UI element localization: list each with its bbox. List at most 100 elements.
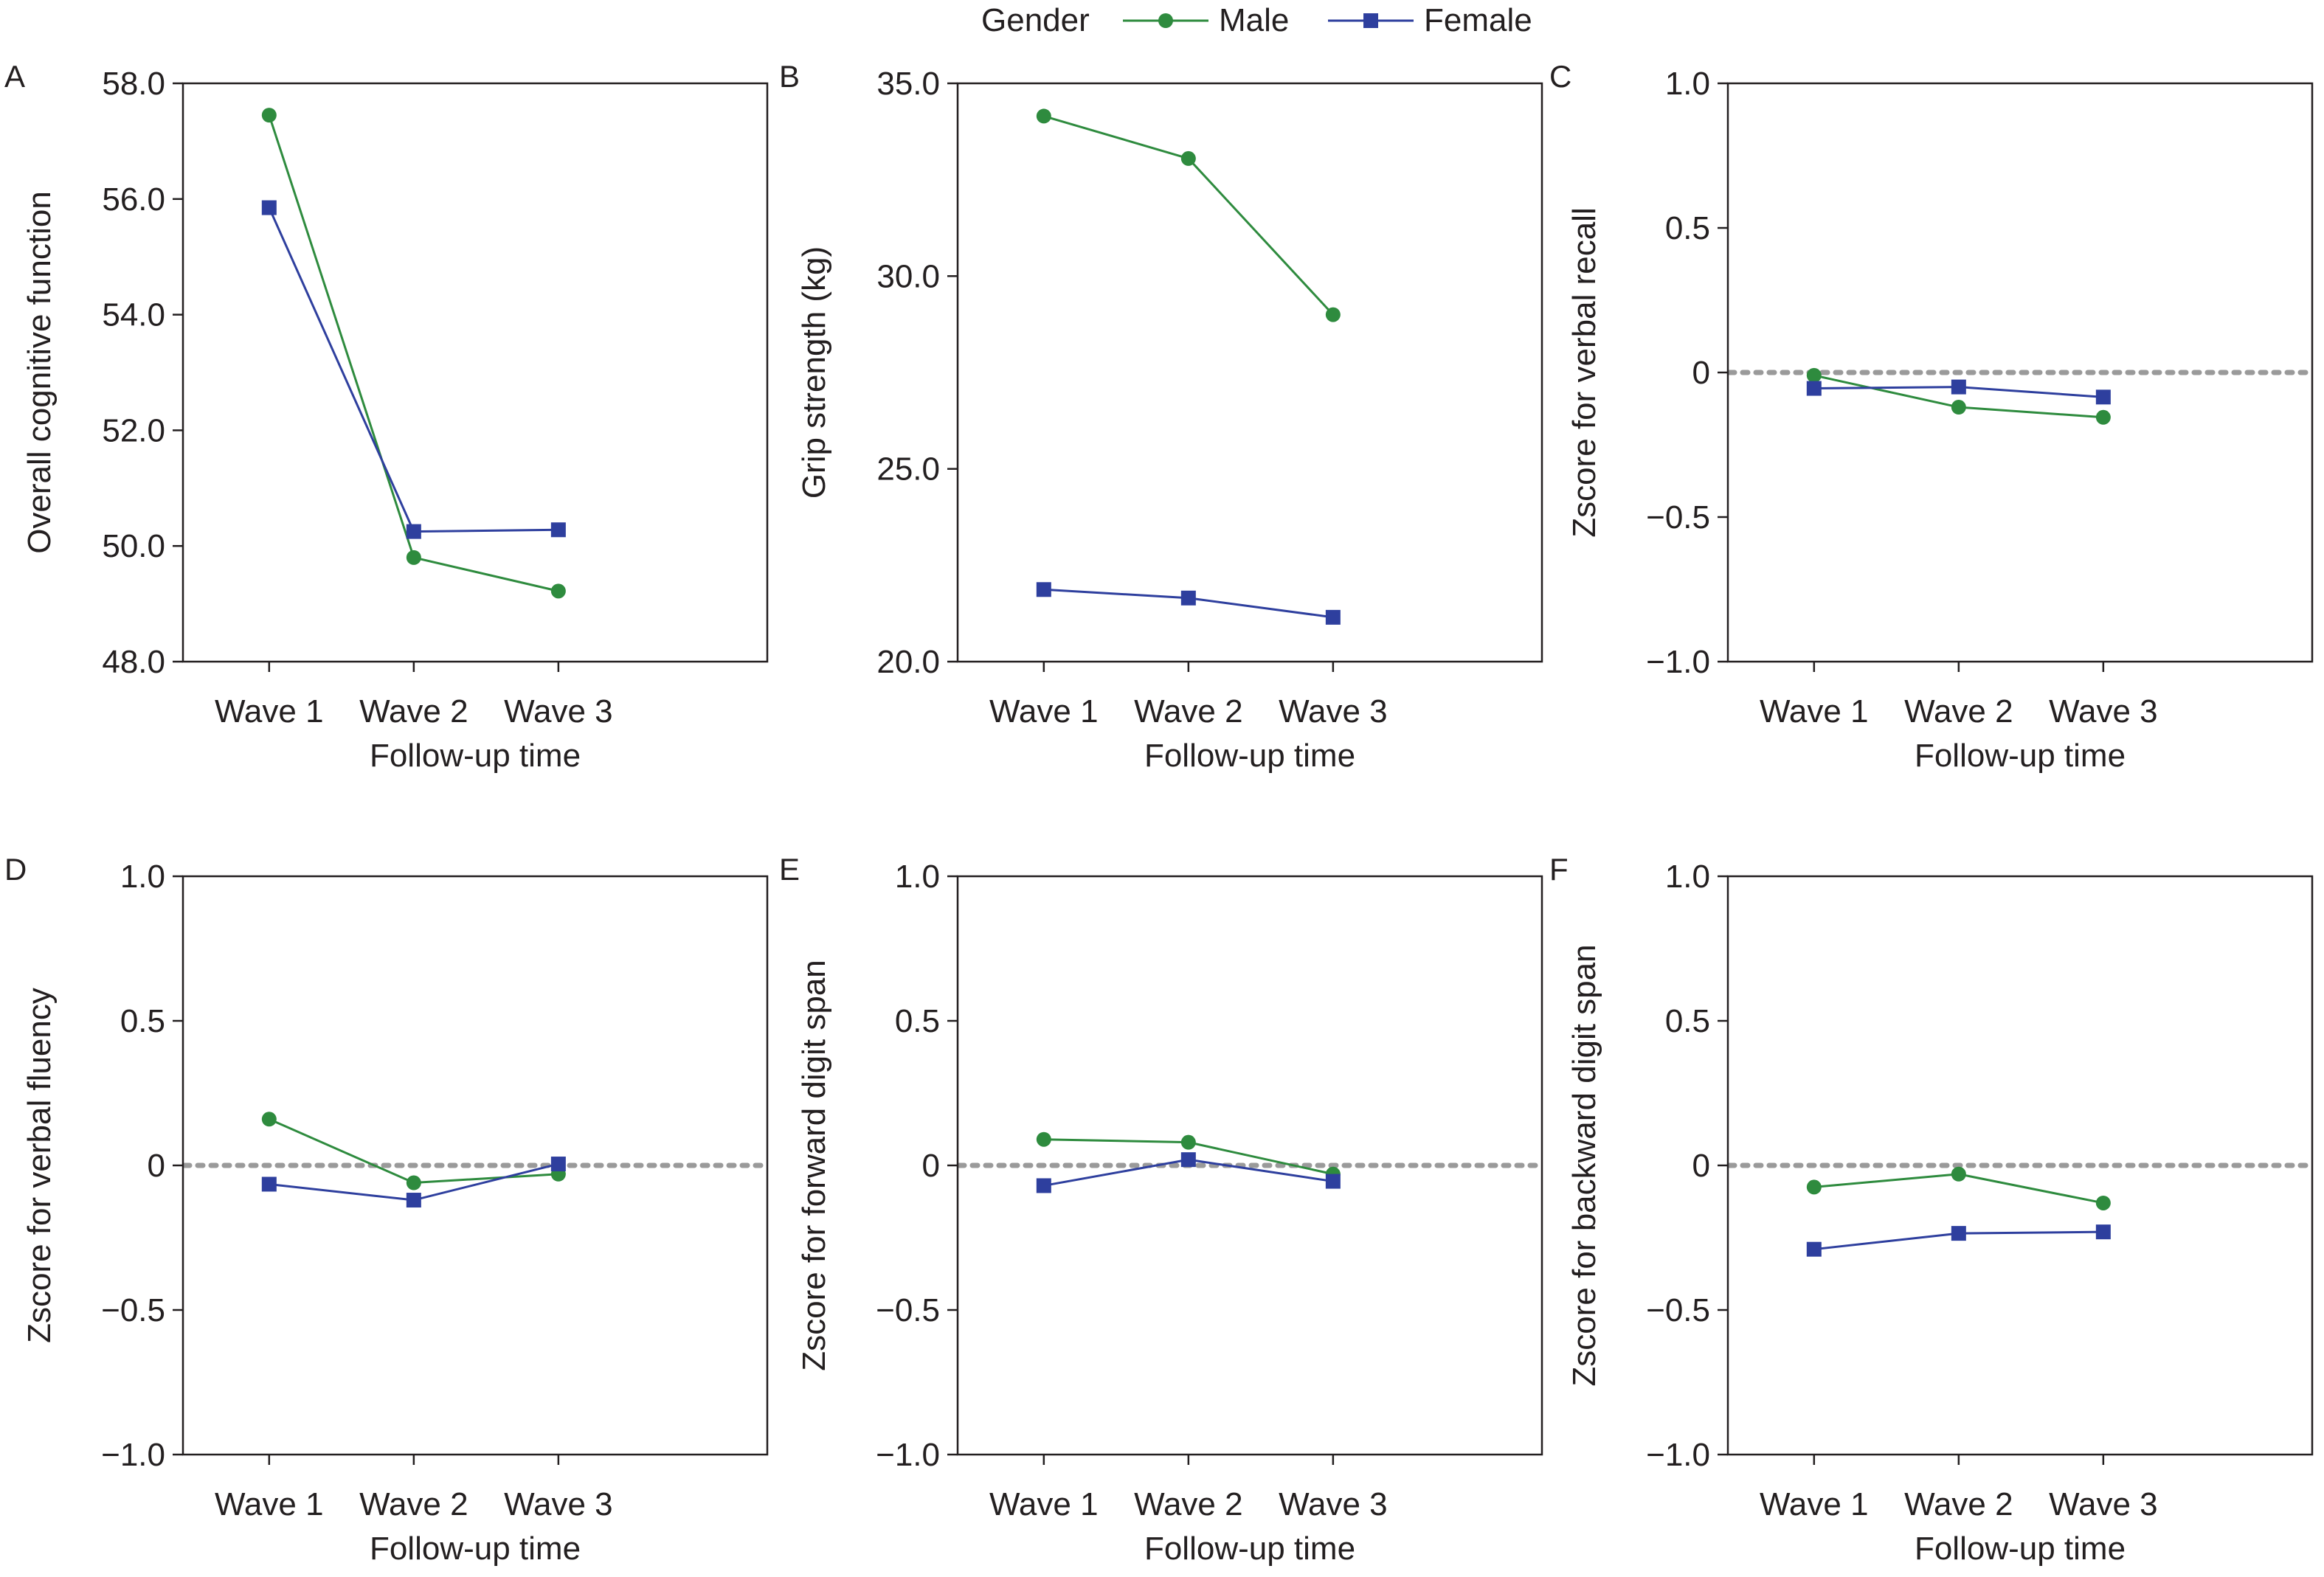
panel-b: B 20.0 25.0 30.0 35.0 Wave 1 Wave 2 Wave 3 Follo… — [779, 59, 1543, 774]
y-tick-label: 30.0 — [876, 258, 940, 294]
y-tick-label: 20.0 — [876, 644, 940, 680]
y-tick-label: −0.5 — [101, 1292, 165, 1328]
data-point-male — [406, 550, 421, 565]
y-tick-label: 0.5 — [120, 1003, 165, 1039]
data-point-male — [406, 1175, 421, 1190]
panel-letter: F — [1549, 852, 1569, 887]
legend-marker-circle — [1158, 13, 1173, 28]
data-point-male — [1951, 400, 1966, 415]
data-point-female — [2095, 1224, 2111, 1240]
legend-title: Gender — [981, 2, 1090, 38]
y-tick-label: 48.0 — [102, 644, 165, 680]
y-tick-label: 58.0 — [102, 66, 165, 102]
y-axis-title: Zscore for verbal recall — [1566, 207, 1602, 537]
y-axis-title: Zscore for verbal fluency — [21, 988, 58, 1343]
data-point-female — [550, 522, 566, 538]
panel-f: F −1.0 −0.5 0 0.5 1.0 Wave 1 Wave 2 Wave 3 Follow… — [1549, 852, 2314, 1567]
y-tick-label: 50.0 — [102, 528, 165, 564]
legend-marker-square — [1363, 13, 1378, 28]
y-tick-label: −0.5 — [876, 1292, 940, 1328]
x-tick-label: Wave 3 — [1279, 693, 1388, 729]
y-axis-title: Overall cognitive function — [21, 191, 58, 554]
y-tick-label: 0 — [922, 1148, 940, 1184]
y-tick-label: 0 — [1692, 1148, 1710, 1184]
panel-letter: A — [4, 59, 25, 94]
data-point-female — [1806, 381, 1822, 396]
data-point-female — [261, 200, 277, 215]
y-tick-label: 0.5 — [1665, 210, 1710, 246]
data-point-male — [1325, 307, 1341, 322]
series-line-male — [269, 1117, 558, 1185]
series-male — [261, 1112, 566, 1190]
y-tick-label: 0 — [1692, 355, 1710, 391]
data-point-male — [1036, 1131, 1051, 1147]
x-tick-label: Wave 3 — [504, 693, 613, 729]
series-male — [1806, 1166, 2111, 1210]
x-axis-title: Follow-up time — [1144, 738, 1355, 774]
data-point-female — [1036, 582, 1051, 597]
series-female — [1036, 1152, 1341, 1193]
legend-label: Male — [1219, 2, 1289, 38]
y-tick-label: 0.5 — [1665, 1003, 1710, 1039]
data-point-female — [1325, 609, 1341, 625]
plot-frame — [956, 82, 1543, 663]
data-point-female — [1180, 1152, 1196, 1168]
x-tick-label: Wave 1 — [989, 1486, 1099, 1522]
data-point-female — [550, 1157, 566, 1172]
data-point-female — [1951, 379, 1966, 395]
data-point-female — [2095, 389, 2111, 405]
x-tick-label: Wave 2 — [1904, 693, 2013, 729]
y-tick-label: 1.0 — [895, 859, 940, 895]
series-male — [1806, 367, 2111, 425]
y-axis-title: Zscore for backward digit span — [1566, 944, 1602, 1386]
x-tick-label: Wave 3 — [2049, 693, 2158, 729]
data-point-male — [1806, 1179, 1822, 1195]
y-axis-title: Grip strength (kg) — [796, 246, 832, 499]
y-tick-label: 0 — [148, 1148, 165, 1184]
data-point-male — [550, 583, 566, 599]
x-tick-label: Wave 2 — [359, 693, 468, 729]
y-tick-label: −0.5 — [1646, 1292, 1710, 1328]
x-tick-label: Wave 1 — [1760, 1486, 1869, 1522]
legend: Gender Male Female — [981, 2, 1532, 38]
data-point-male — [2095, 409, 2111, 425]
y-tick-label: 52.0 — [102, 412, 165, 448]
y-tick-label: 1.0 — [120, 859, 165, 895]
y-tick-label: 25.0 — [876, 451, 940, 488]
x-tick-label: Wave 1 — [215, 1486, 324, 1522]
series-line-male — [268, 114, 559, 592]
series-line-male — [1043, 114, 1334, 316]
data-point-female — [406, 1193, 421, 1208]
panel-letter: D — [4, 852, 27, 887]
data-point-male — [1180, 150, 1196, 166]
data-point-male — [261, 1112, 277, 1127]
x-tick-label: Wave 3 — [1279, 1486, 1388, 1522]
panel-letter: C — [1549, 59, 1571, 94]
data-point-female — [1806, 1241, 1822, 1257]
plot-frame — [181, 82, 769, 663]
y-tick-label: −1.0 — [101, 1437, 165, 1473]
panel-e: E −1.0 −0.5 0 0.5 1.0 Wave 1 Wave 2 Wave 3 Follow… — [779, 852, 1543, 1567]
data-point-male — [261, 108, 277, 123]
x-axis-title: Follow-up time — [370, 738, 581, 774]
series-male — [1036, 1131, 1341, 1182]
y-tick-label: −1.0 — [1646, 644, 1710, 680]
chart-panels: A 48.0 50.0 52.0 54.0 56.0 58.0 Wave 1 Wave 2 Wav… — [4, 59, 2314, 1567]
x-axis-title: Follow-up time — [370, 1531, 581, 1567]
panel-letter: E — [779, 852, 800, 887]
legend-label: Female — [1424, 2, 1532, 38]
x-tick-label: Wave 3 — [504, 1486, 613, 1522]
data-point-male — [1180, 1134, 1196, 1150]
y-tick-label: 0.5 — [895, 1003, 940, 1039]
data-point-male — [1951, 1166, 1966, 1182]
x-tick-label: Wave 1 — [215, 693, 324, 729]
data-point-female — [406, 524, 421, 539]
panel-letter: B — [779, 59, 800, 94]
x-tick-label: Wave 1 — [989, 693, 1099, 729]
y-tick-label: −0.5 — [1646, 499, 1710, 536]
panel-c: C −1.0 −0.5 0 0.5 1.0 Wave 1 Wave 2 Wave 3 Follow… — [1549, 59, 2314, 774]
data-point-female — [1180, 590, 1196, 606]
data-point-male — [1806, 367, 1822, 383]
y-tick-label: 35.0 — [876, 66, 940, 102]
